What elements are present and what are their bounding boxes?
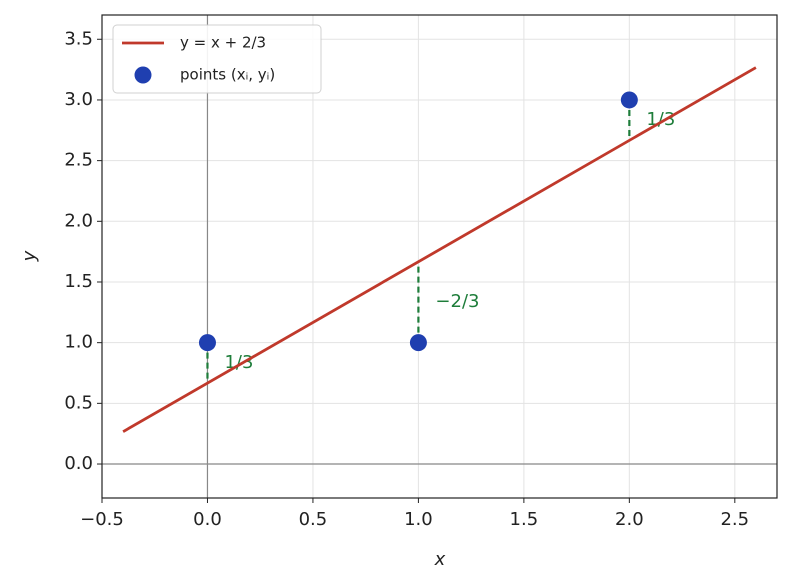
- x-tick-label: 2.5: [720, 509, 749, 530]
- y-tick-label: 1.5: [64, 271, 93, 292]
- plot-frame: [101, 14, 778, 499]
- y-tick-label: 3.5: [64, 28, 93, 49]
- line: [122, 66, 757, 433]
- y-tick-label: 3.0: [64, 89, 93, 110]
- legend-swatch: [134, 66, 152, 84]
- residual-label: −2/3: [435, 291, 479, 312]
- legend-label: points (xᵢ, yᵢ): [180, 66, 275, 84]
- x-tick-label: 1.5: [510, 509, 539, 530]
- x-tick-label: 2.0: [615, 509, 644, 530]
- legend-box: [112, 24, 322, 94]
- y-tick-label: 2.5: [64, 150, 93, 171]
- x-tick-label: −0.5: [80, 509, 124, 530]
- y-tick-label: 2.0: [64, 210, 93, 231]
- point: [198, 334, 216, 352]
- x-axis-label: x: [434, 549, 446, 570]
- point: [620, 91, 638, 109]
- y-tick-label: 0.5: [64, 392, 93, 413]
- x-tick-label: 0.5: [299, 509, 328, 530]
- y-tick-label: 1.0: [64, 332, 93, 353]
- y-axis-label: y: [19, 250, 40, 262]
- x-tick-label: 1.0: [404, 509, 433, 530]
- x-tick-label: 0.0: [193, 509, 222, 530]
- legend-label: y = x + 2/3: [180, 34, 266, 52]
- y-tick-label: 0.0: [64, 453, 93, 474]
- point: [409, 334, 427, 352]
